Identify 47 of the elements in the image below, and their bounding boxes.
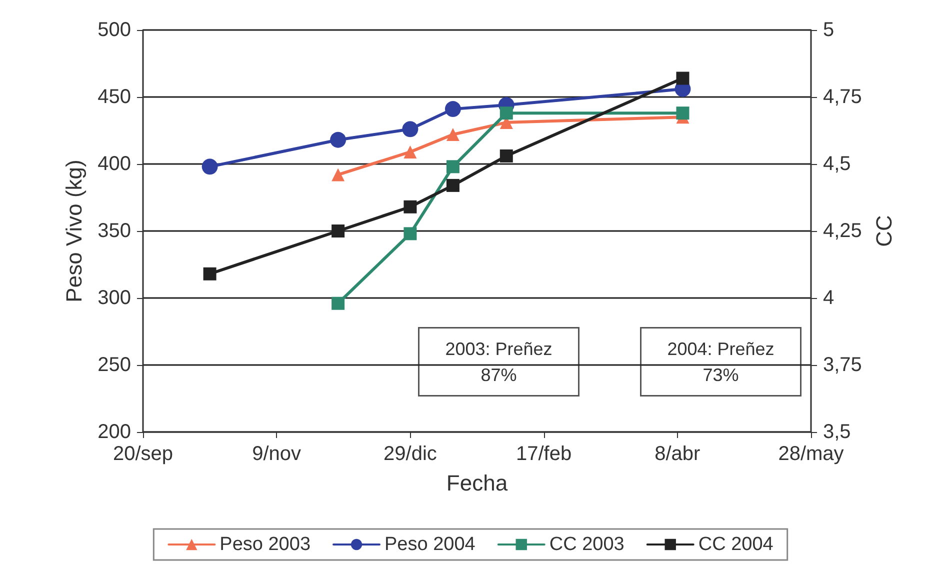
- annotation: 2003: Preñez 87%: [445, 338, 552, 385]
- y-tick-label: 250: [98, 354, 131, 376]
- y2-tick-label: 3,75: [823, 354, 862, 376]
- legend-label: Peso 2004: [384, 534, 476, 555]
- x-tick-label: 28/may: [778, 443, 844, 465]
- x-tick-label: 20/sep: [112, 443, 174, 465]
- y-tick-label: 500: [98, 19, 131, 41]
- point: [332, 224, 345, 238]
- x-tick-label: 9/nov: [252, 443, 302, 465]
- point: [402, 121, 418, 138]
- y2-tick-label: 4,25: [823, 220, 862, 242]
- point: [203, 267, 216, 280]
- y2-tick-label: 4: [823, 287, 834, 309]
- legend-label: CC 2003: [549, 534, 624, 555]
- y-tick-label: 200: [98, 421, 131, 443]
- point: [404, 227, 417, 240]
- point: [446, 128, 460, 142]
- y-tick-label: 350: [98, 220, 131, 242]
- legend-label: Peso 2003: [220, 534, 311, 555]
- point: [404, 200, 417, 214]
- point: [202, 158, 218, 175]
- point: [446, 160, 460, 174]
- point: [332, 168, 345, 182]
- point: [332, 296, 345, 310]
- y-tick-label: 450: [98, 86, 131, 108]
- y-axis-title: Peso Vivo (kg): [62, 160, 86, 302]
- y2-tick-label: 4,5: [823, 153, 851, 175]
- y2-axis-title: CC: [871, 215, 896, 247]
- x-axis-title: Fecha: [446, 470, 508, 496]
- y2-tick-label: 5: [823, 19, 834, 41]
- point: [446, 178, 460, 192]
- y2-tick-label: 4,75: [823, 86, 862, 108]
- point: [404, 145, 417, 158]
- point: [676, 106, 690, 120]
- point: [500, 106, 513, 120]
- y-tick-label: 300: [98, 287, 131, 309]
- point: [444, 101, 461, 118]
- x-tick-label: 17/feb: [516, 443, 572, 465]
- y-tick-label: 400: [98, 153, 131, 175]
- annotation: 2004: Preñez 73%: [667, 338, 774, 385]
- point: [676, 72, 690, 85]
- legend-label: CC 2004: [698, 534, 774, 555]
- y2-tick-label: 3,5: [823, 421, 851, 443]
- x-tick-label: 29/dic: [384, 443, 437, 465]
- x-tick-label: 8/abr: [654, 443, 701, 465]
- point: [330, 132, 346, 148]
- point: [500, 149, 513, 162]
